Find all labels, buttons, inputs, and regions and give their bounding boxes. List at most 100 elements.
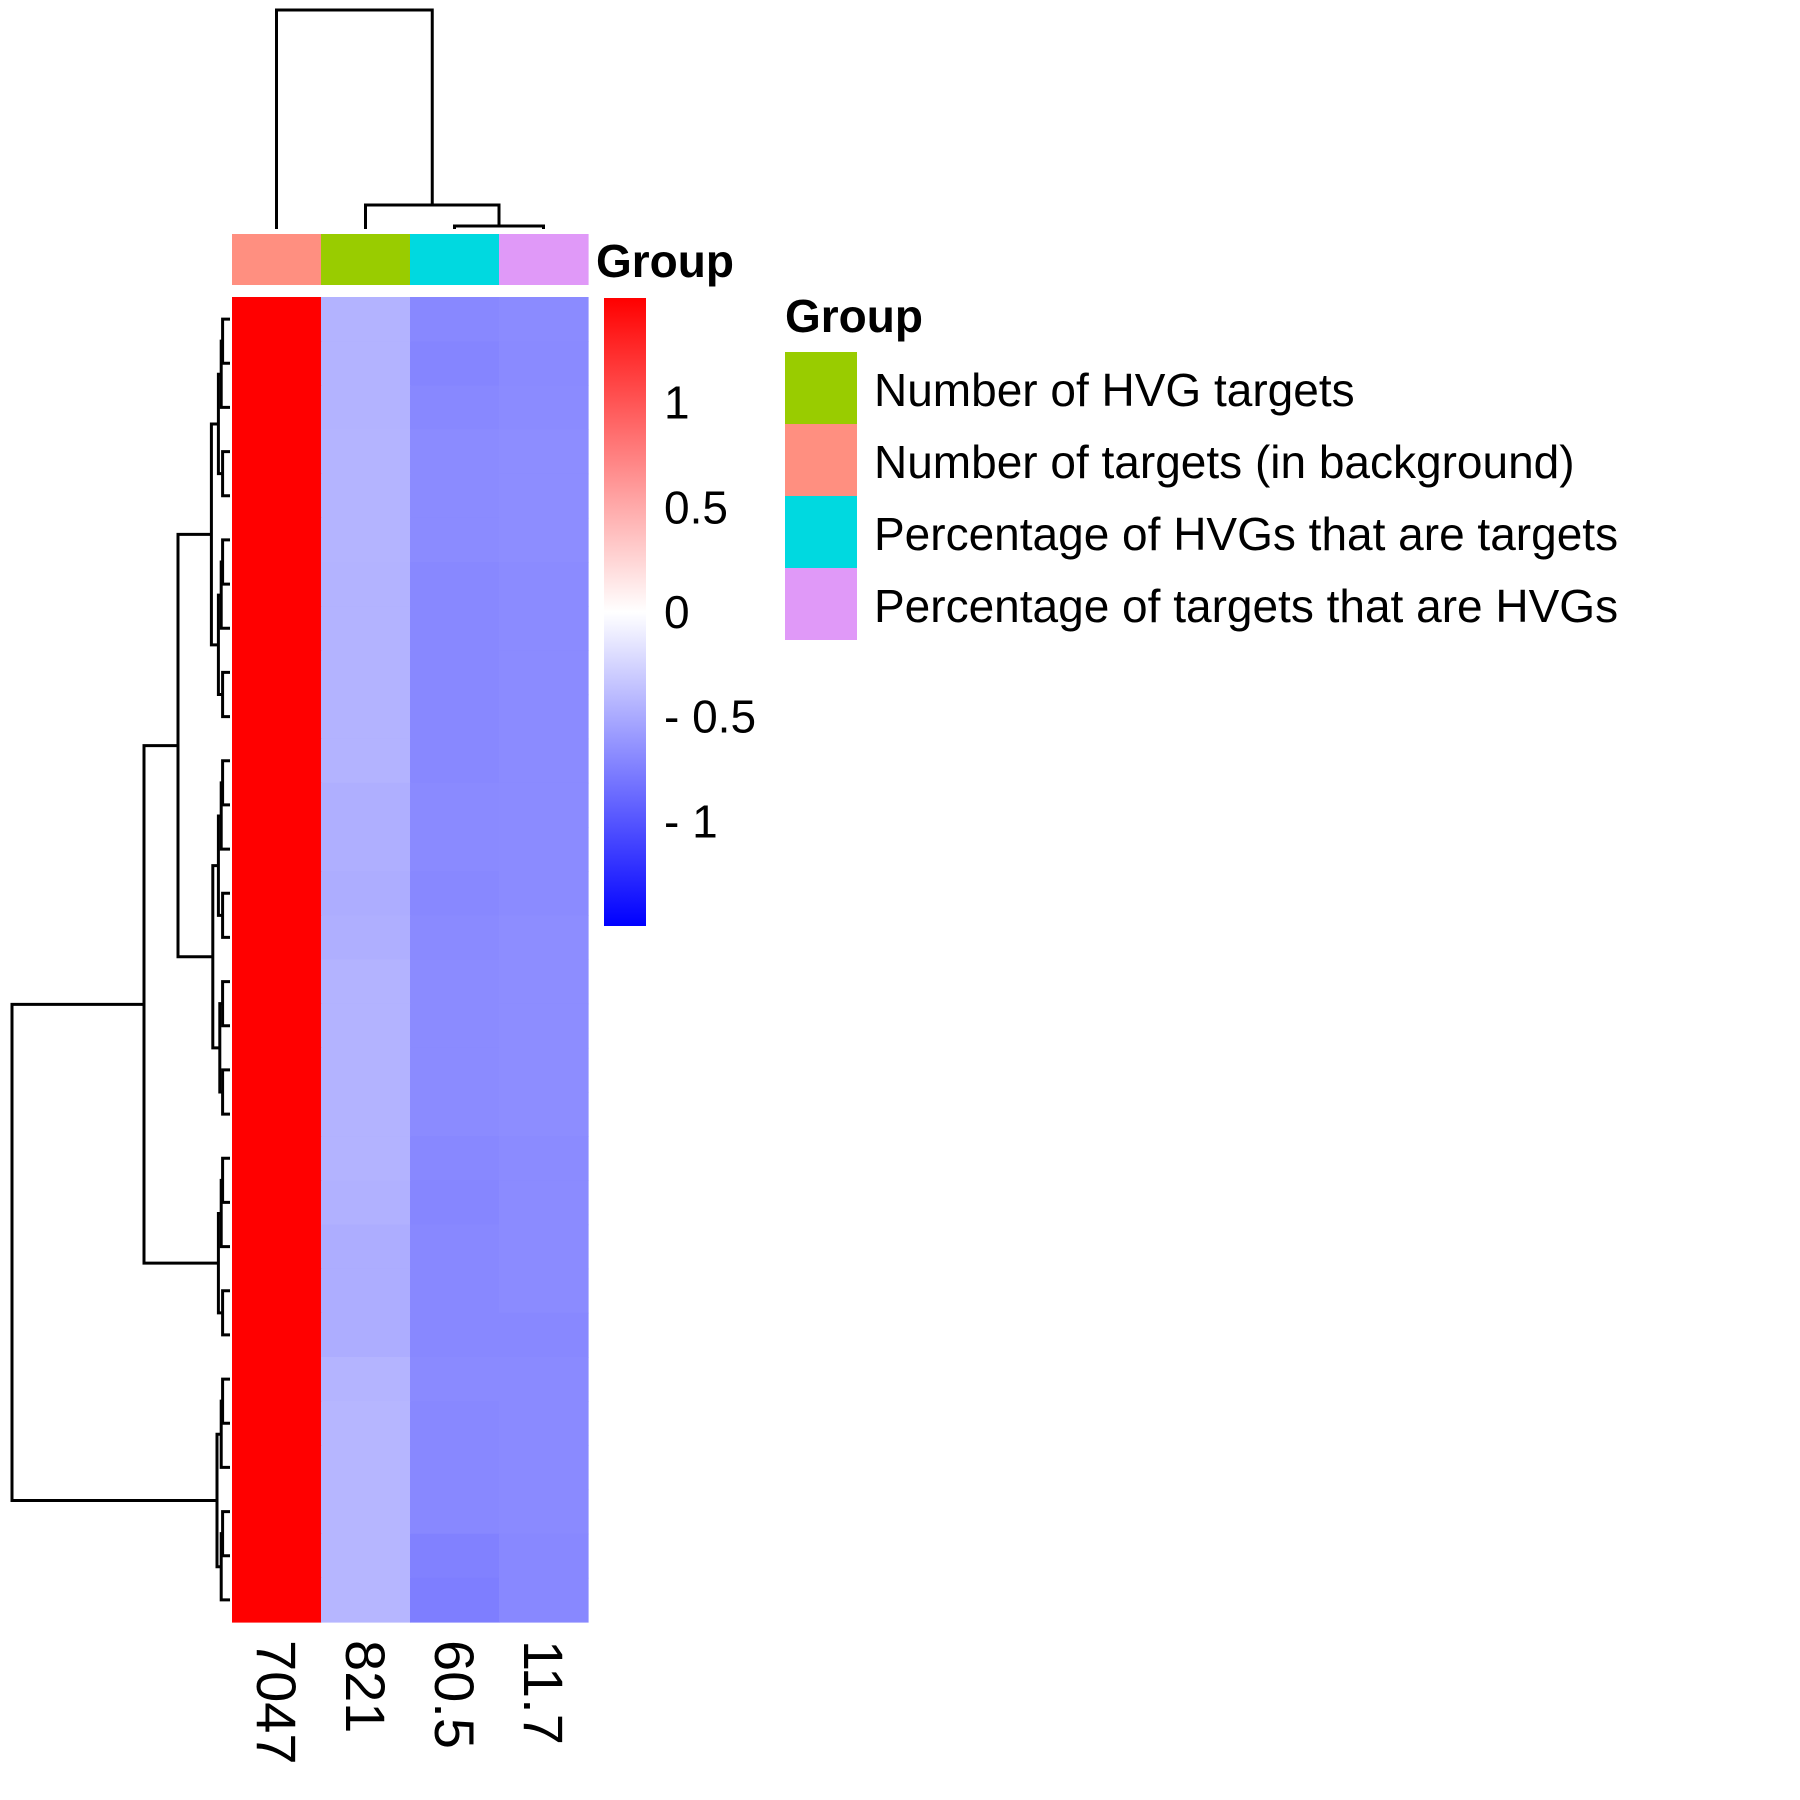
dendrogram-branch xyxy=(219,781,230,851)
heatmap-cell xyxy=(232,1401,322,1446)
column-label: 7047 xyxy=(245,1640,308,1765)
heatmap-cell xyxy=(321,473,411,519)
heatmap-cell xyxy=(499,1136,589,1181)
group-legend: Number of HVG targets Number of targets (… xyxy=(785,352,1618,640)
heatmap-cell xyxy=(232,782,322,828)
heatmap-cell xyxy=(321,1577,411,1623)
heatmap-cell xyxy=(321,1092,411,1137)
dendrogram-branch xyxy=(176,532,213,959)
heatmap-cell xyxy=(410,959,500,1005)
column-label: 11.7 xyxy=(512,1640,575,1745)
color-scale-tick-label: 1 xyxy=(664,377,690,429)
heatmap-cell xyxy=(410,297,500,342)
heatmap-cell xyxy=(410,341,500,386)
heatmap-cell xyxy=(321,1047,411,1093)
color-scale-legend: 1 0.5 0 - 0.5 - 1 xyxy=(604,298,756,926)
heatmap-cell xyxy=(410,738,500,784)
heatmap-cell xyxy=(321,1003,411,1049)
heatmap-cell xyxy=(321,650,411,696)
heatmap-cell xyxy=(499,1357,589,1402)
heatmap-cell xyxy=(410,1401,500,1446)
dendrogram-branch xyxy=(219,339,230,409)
dendrogram-branch xyxy=(221,1068,230,1116)
heatmap-cell xyxy=(321,1268,411,1314)
heatmap-cell xyxy=(410,1092,500,1137)
heatmap-cell xyxy=(321,1136,411,1181)
column-label: 821 xyxy=(334,1640,397,1733)
dendrogram-branch xyxy=(219,560,230,630)
heatmap-cell xyxy=(321,1533,411,1579)
legend-entry-label: Number of HVG targets xyxy=(874,364,1355,416)
color-scale-tick-label: 0.5 xyxy=(664,481,728,533)
dendrogram-branch xyxy=(219,1399,230,1469)
heatmap-cell xyxy=(232,517,322,563)
heatmap-cell xyxy=(499,606,589,651)
heatmap-cell xyxy=(499,959,589,1005)
dendrogram-branch xyxy=(221,891,230,939)
heatmap-cell xyxy=(410,429,500,475)
heatmap-cell xyxy=(410,1445,500,1491)
heatmap-cell xyxy=(232,1224,322,1270)
heatmap-cell xyxy=(232,1268,322,1314)
heatmap-cell xyxy=(410,1357,500,1402)
heatmap-cell xyxy=(499,1445,589,1491)
heatmap-cell xyxy=(410,1224,500,1270)
heatmap-cell xyxy=(321,782,411,828)
heatmap-cell xyxy=(232,1047,322,1093)
heatmap-cell xyxy=(410,650,500,696)
group-annotation-bar xyxy=(232,234,589,285)
dendrogram-branch xyxy=(453,224,545,229)
heatmap-cell xyxy=(410,694,500,740)
dendrogram-branch xyxy=(219,1178,230,1249)
heatmap-cell xyxy=(499,1180,589,1226)
heatmap-cell xyxy=(410,1136,500,1181)
dendrogram-branch xyxy=(221,759,230,807)
annotation-bar-title: Group xyxy=(596,235,734,287)
dendrogram-branch xyxy=(219,1532,230,1602)
color-scale-tick-label: 0 xyxy=(664,586,690,638)
legend-swatch xyxy=(785,352,857,424)
heatmap-cell xyxy=(232,1489,322,1535)
heatmap-cell xyxy=(499,1047,589,1093)
heatmap-cell xyxy=(321,694,411,740)
heatmap-cell xyxy=(321,297,411,342)
heatmap-cell xyxy=(499,473,589,519)
heatmap-cell xyxy=(499,1224,589,1270)
heatmap-cell xyxy=(499,1401,589,1446)
heatmap-cell xyxy=(321,959,411,1005)
heatmap-cell xyxy=(499,1092,589,1137)
heatmap-cell xyxy=(321,1180,411,1226)
heatmap-cell xyxy=(410,473,500,519)
annotation-cell xyxy=(232,234,322,285)
dendrogram-branch xyxy=(221,980,230,1028)
heatmap-cell xyxy=(499,782,589,828)
heatmap-cell xyxy=(410,1268,500,1314)
heatmap-cell xyxy=(410,1003,500,1049)
annotation-cell xyxy=(499,234,589,285)
group-legend-title: Group xyxy=(785,290,923,342)
heatmap-cell xyxy=(499,738,589,784)
heatmap-cell xyxy=(499,562,589,607)
heatmap-cell xyxy=(321,606,411,651)
heatmap-cell xyxy=(499,1268,589,1314)
heatmap-cell xyxy=(321,1401,411,1446)
heatmap-cell xyxy=(232,959,322,1005)
heatmap-cell xyxy=(232,694,322,740)
heatmap-cell xyxy=(321,1357,411,1402)
heatmap-cell xyxy=(321,871,411,916)
heatmap-cell xyxy=(232,341,322,386)
dendrogram-branch xyxy=(221,1377,230,1425)
heatmap-cell xyxy=(321,1224,411,1270)
heatmap-cell xyxy=(232,1136,322,1181)
heatmap-cell xyxy=(232,915,322,961)
heatmap-cell xyxy=(232,738,322,784)
heatmap-cell xyxy=(410,1180,500,1226)
heatmap-cell xyxy=(499,1489,589,1535)
heatmap-cell xyxy=(321,562,411,607)
heatmap-cell xyxy=(321,827,411,872)
dendrogram-branch xyxy=(142,744,219,1265)
column-dendrogram xyxy=(275,8,545,229)
heatmap-cell xyxy=(232,1312,322,1358)
color-scale-tick-label: - 0.5 xyxy=(664,691,756,743)
